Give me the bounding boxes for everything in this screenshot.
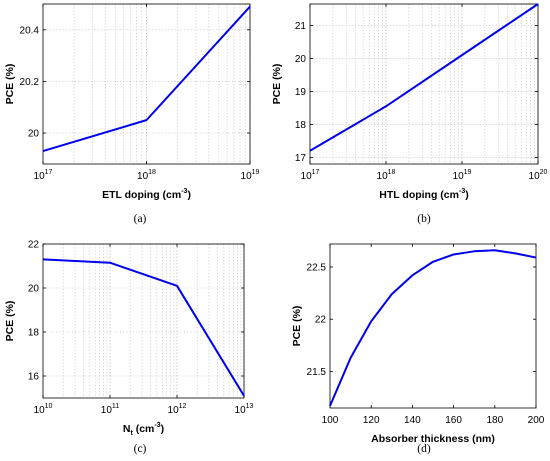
y-tick-label: 21 bbox=[295, 21, 307, 32]
x-tick-label: 1013 bbox=[235, 403, 254, 416]
x-tick-label: 1017 bbox=[301, 169, 320, 182]
y-tick-label: 20 bbox=[28, 284, 40, 295]
grid bbox=[43, 243, 245, 398]
x-axis-label: Nt (cm-3) bbox=[123, 422, 164, 437]
x-tick-label: 100 bbox=[322, 415, 339, 426]
y-tick-label: 20.4 bbox=[20, 25, 40, 36]
y-tick-label: 22.5 bbox=[307, 262, 327, 273]
x-tick-label: 140 bbox=[404, 415, 421, 426]
series-line bbox=[42, 258, 245, 397]
panel-c: 1010 1011 1012 1013 16 18 20 22 Nt (cm-3) PCE (%)… bbox=[4, 240, 254, 456]
x-tick-label: 1020 bbox=[529, 169, 548, 182]
y-tick-label: 18 bbox=[295, 120, 307, 131]
panel-b: 1017 1018 1019 1020 17 18 19 20 21 HTL doping (cm… bbox=[271, 3, 548, 225]
x-tick-label: 1019 bbox=[453, 169, 472, 182]
y-tick-label: 16 bbox=[28, 372, 40, 383]
x-tick-label: 1010 bbox=[34, 403, 53, 416]
y-tick-label: 20 bbox=[295, 54, 307, 65]
x-tick-label: 1012 bbox=[168, 403, 187, 416]
y-tick-label: 19 bbox=[295, 87, 307, 98]
plot-frame bbox=[309, 3, 539, 165]
y-axis-label: PCE (%) bbox=[271, 64, 283, 105]
y-tick-label: 17 bbox=[295, 153, 307, 164]
x-tick-label: 1019 bbox=[241, 169, 260, 182]
x-tick-label: 1017 bbox=[34, 169, 53, 182]
x-tick-label: 1011 bbox=[101, 403, 119, 416]
series-line bbox=[42, 5, 251, 153]
y-tick-label: 20.2 bbox=[20, 77, 40, 88]
y-tick-label: 20 bbox=[28, 129, 40, 140]
grid bbox=[43, 4, 251, 164]
x-tick-label: 180 bbox=[486, 415, 503, 426]
x-axis-label: ETL doping (cm-3) bbox=[102, 188, 191, 201]
y-tick-label: 22 bbox=[28, 240, 40, 251]
x-axis-label: Absorber thickness (nm) bbox=[371, 433, 495, 445]
panel-caption: (d) bbox=[417, 443, 431, 455]
y-tick-label: 21.5 bbox=[307, 367, 327, 378]
x-tick-label: 1018 bbox=[137, 169, 156, 182]
panel-caption: (a) bbox=[134, 213, 147, 225]
x-tick-label: 120 bbox=[363, 415, 380, 426]
panel-d: 100 120 140 160 180 200 21.5 22 22.5 Absorber thi… bbox=[291, 243, 545, 455]
y-axis-label: PCE (%) bbox=[291, 306, 303, 347]
x-tick-label: 1018 bbox=[377, 169, 396, 182]
series-line bbox=[329, 249, 537, 407]
y-axis-label: PCE (%) bbox=[4, 301, 16, 342]
x-tick-label: 160 bbox=[445, 415, 462, 426]
y-axis-label: PCE (%) bbox=[4, 64, 16, 105]
series-line bbox=[309, 3, 539, 152]
plot-frame bbox=[42, 243, 245, 399]
x-tick-label: 200 bbox=[528, 415, 545, 426]
panel-a: 1017 1018 1019 20 20.2 20.4 ETL doping (cm-3) P… bbox=[4, 3, 260, 225]
x-axis-label: HTL doping (cm-3) bbox=[379, 188, 468, 201]
panel-caption: (c) bbox=[134, 443, 147, 455]
panel-caption: (b) bbox=[417, 213, 431, 225]
y-tick-label: 18 bbox=[28, 328, 40, 339]
y-tick-label: 22 bbox=[315, 315, 327, 326]
plot-frame bbox=[329, 243, 537, 409]
